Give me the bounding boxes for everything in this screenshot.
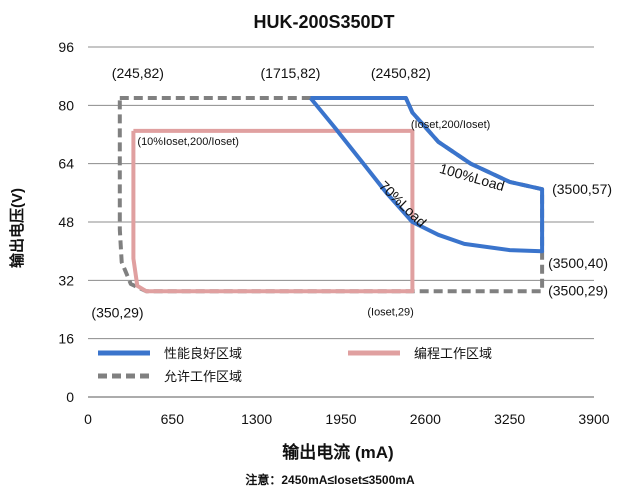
annotation-label: (10%Ioset,200/Ioset) [137, 136, 239, 148]
annotation-label: (Ioset,200/Ioset) [411, 119, 491, 131]
y-tick-label: 48 [58, 214, 74, 230]
x-tick-label: 1300 [241, 411, 272, 427]
x-tick-labels: 0 650 1300 1950 2600 3250 3900 [84, 411, 610, 427]
y-tick-label: 96 [58, 39, 74, 55]
annotation-label: (3500,40) [548, 255, 608, 271]
annotation-label: (3500,57) [552, 181, 612, 197]
grid [88, 46, 594, 398]
x-tick-label: 3900 [578, 411, 609, 427]
x-tick-label: 1950 [325, 411, 356, 427]
annotation-label: (1715,82) [261, 65, 321, 81]
series-line [131, 128, 415, 294]
x-axis-title: 输出电流 (mA) [282, 442, 393, 462]
note: 注意：2450mA≤Ioset≤3500mA [245, 472, 415, 487]
y-tick-label: 80 [58, 97, 74, 113]
series-line [308, 96, 545, 254]
legend-label: 性能良好区域 [164, 346, 242, 361]
annotation-label: (350,29) [91, 304, 143, 320]
y-axis-title: 输出电压(V) [8, 188, 26, 268]
legend-label: 允许工作区域 [164, 369, 242, 384]
chart-title: HUK-200S350DT [253, 12, 394, 32]
x-tick-label: 2600 [410, 411, 441, 427]
series-layer [117, 96, 545, 294]
x-tick-label: 3250 [494, 411, 525, 427]
y-tick-label: 16 [58, 331, 74, 347]
annotation-layer: (245,82) (1715,82) (2450,82) (Ioset,200/Ios… [91, 65, 612, 320]
legend-label: 编程工作区域 [414, 346, 492, 361]
x-tick-label: 650 [161, 411, 185, 427]
y-tick-label: 64 [58, 156, 74, 172]
annotation-label: (2450,82) [371, 65, 431, 81]
y-tick-label: 32 [58, 272, 74, 288]
annotation-label: (245,82) [112, 65, 164, 81]
y-tick-labels: 0 16 32 48 64 80 96 [58, 39, 74, 405]
x-tick-label: 0 [84, 411, 92, 427]
y-tick-label: 0 [66, 389, 74, 405]
annotation-label: (3500,29) [548, 282, 608, 298]
annotation-label: (Ioset,29) [367, 306, 413, 318]
